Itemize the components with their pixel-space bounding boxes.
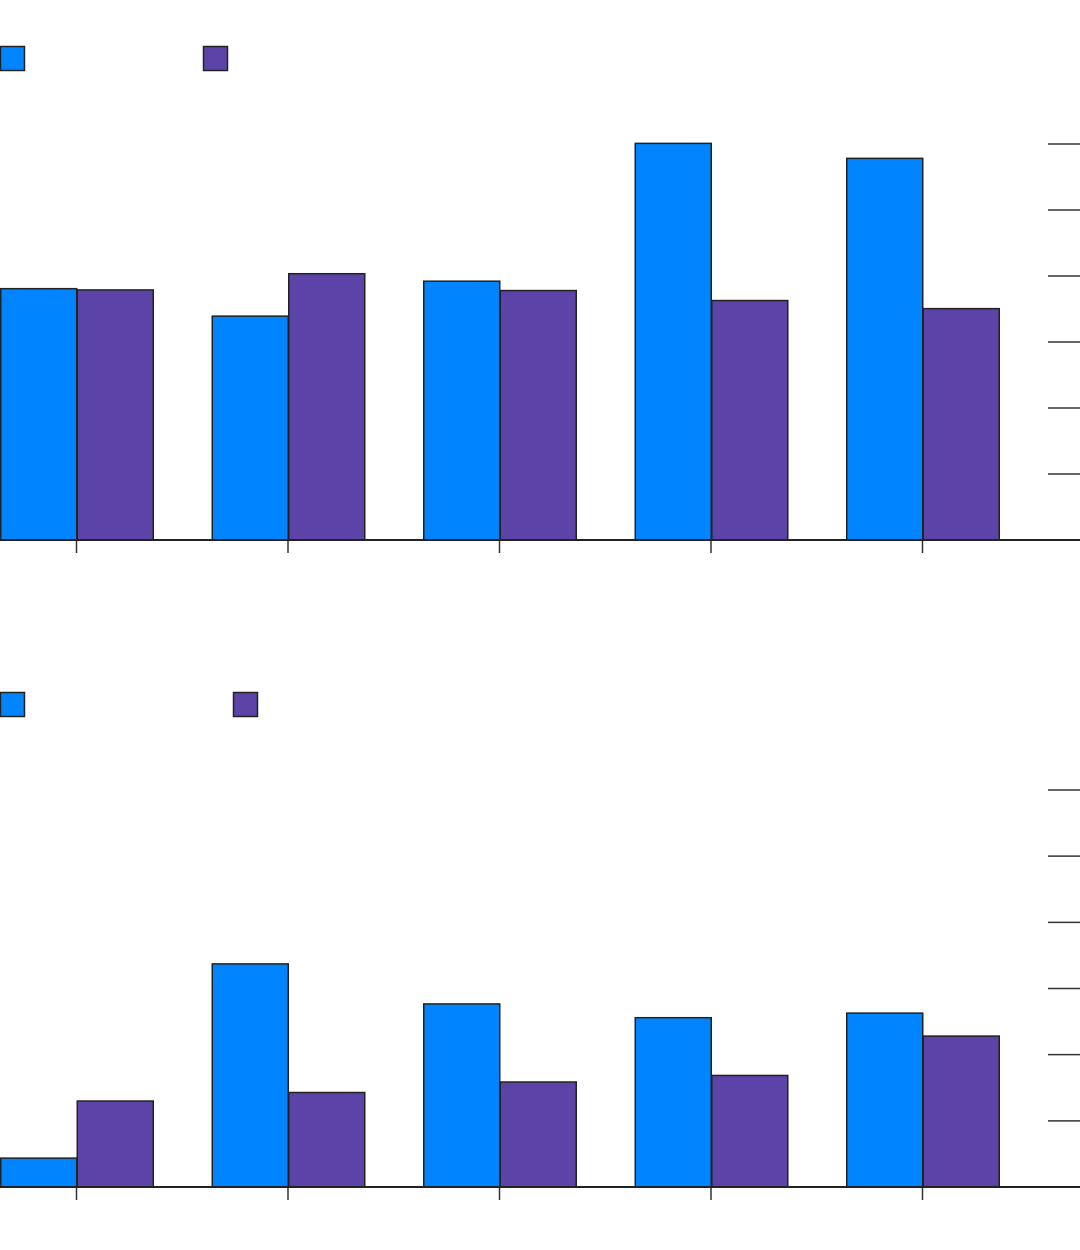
bar-series2-cat2 <box>288 272 366 541</box>
bar-series2-cat4 <box>711 299 789 541</box>
legend-swatch-1 <box>0 45 26 72</box>
bar-series1-cat2 <box>211 315 289 541</box>
bar-series1-cat4 <box>634 1016 712 1188</box>
bar-series1-cat3 <box>423 1003 501 1188</box>
chart-bottom <box>0 691 1080 1200</box>
chart-top <box>0 45 1080 553</box>
bar-series2-cat1 <box>76 289 154 541</box>
bar-series1-cat5 <box>846 157 924 541</box>
bar-series1-cat3 <box>423 280 501 541</box>
bar-series2-cat3 <box>499 1081 577 1188</box>
legend-swatch-2 <box>232 691 259 718</box>
bar-series1-cat1 <box>0 1157 78 1188</box>
bar-series2-cat1 <box>76 1100 154 1188</box>
bar-series2-cat2 <box>288 1091 366 1188</box>
bar-series1-cat2 <box>211 963 289 1188</box>
bar-series2-cat5 <box>922 1035 1000 1188</box>
bar-series1-cat5 <box>846 1012 924 1188</box>
legend-swatch-2 <box>202 45 229 72</box>
bar-series2-cat3 <box>499 289 577 541</box>
bar-series1-cat4 <box>634 142 712 541</box>
bar-series2-cat4 <box>711 1074 789 1188</box>
bar-series1-cat1 <box>0 287 78 541</box>
legend-swatch-1 <box>0 691 26 718</box>
bar-series2-cat5 <box>922 307 1000 541</box>
